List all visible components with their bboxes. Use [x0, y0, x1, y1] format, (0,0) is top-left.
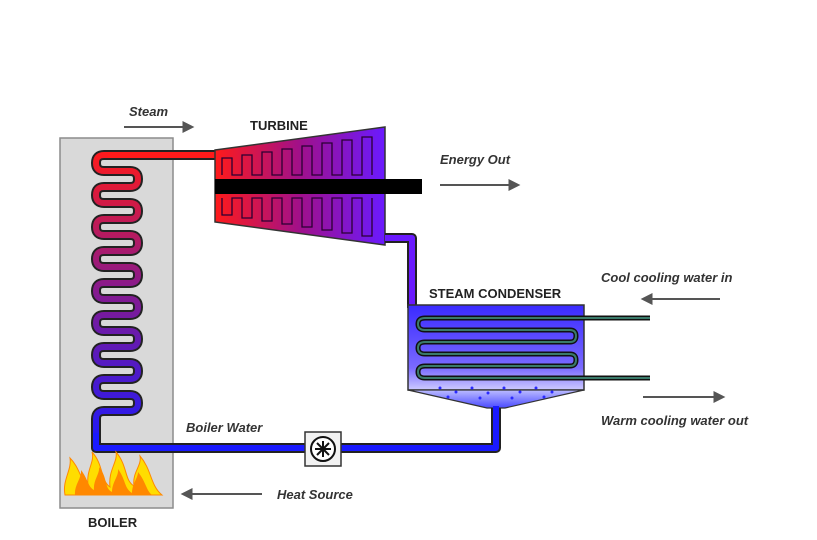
steam-label: Steam: [129, 104, 168, 119]
flame-icon: [63, 450, 164, 496]
cool-water-in-label: Cool cooling water in: [601, 270, 733, 285]
turbine-blades-top: [221, 136, 373, 176]
turbine-blades-bottom: [221, 197, 373, 237]
turbine-label: TURBINE: [250, 118, 308, 133]
condenser-hopper: [407, 389, 585, 409]
steam-condenser-label: STEAM CONDENSER: [429, 286, 562, 301]
energy-out-label: Energy Out: [440, 152, 511, 167]
exhaust-pipe: [385, 233, 417, 308]
heat-source-label: Heat Source: [277, 487, 353, 502]
boiler-coil-fill: [92, 152, 141, 450]
warm-water-out-label: Warm cooling water out: [601, 413, 749, 428]
boiler-label: BOILER: [88, 515, 138, 530]
pump-impeller-icon: [315, 441, 331, 457]
turbine-shaft: [215, 179, 422, 194]
condensate-droplets: [438, 386, 554, 400]
pump: [304, 431, 342, 467]
boiler-water-label: Boiler Water: [186, 420, 263, 435]
